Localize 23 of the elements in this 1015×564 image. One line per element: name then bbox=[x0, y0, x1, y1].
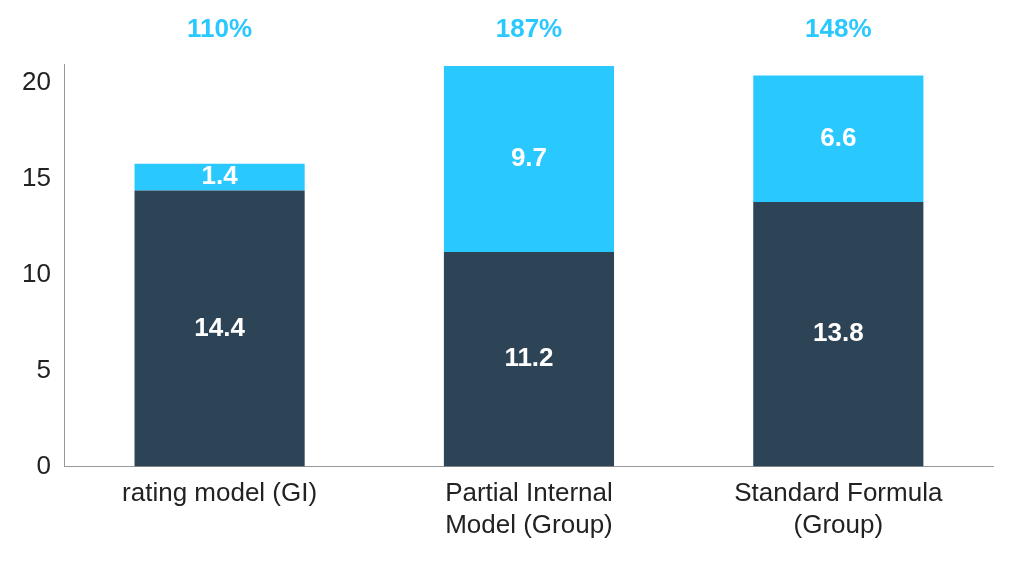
data-label: 9.7 bbox=[510, 142, 548, 173]
bar bbox=[134, 190, 305, 467]
x-tick-label: rating model (GI) bbox=[122, 477, 318, 508]
y-tick-label: 0 bbox=[36, 449, 51, 480]
bar bbox=[134, 163, 305, 191]
x-tick-label: Partial Internal Model (Group) bbox=[445, 477, 613, 539]
text: 110% bbox=[187, 13, 253, 44]
x-tick-label: Standard Formula (Group) bbox=[734, 477, 943, 539]
data-label: 11.2 bbox=[504, 342, 554, 373]
text: 148% bbox=[805, 13, 872, 44]
data-label: 13.8 bbox=[813, 317, 864, 348]
y-tick-label: 20 bbox=[22, 66, 51, 97]
data-label: 6.6 bbox=[820, 121, 857, 152]
y-tick-label: 5 bbox=[36, 353, 51, 384]
data-label: 14.4 bbox=[194, 311, 246, 342]
y-tick-label: 15 bbox=[22, 162, 51, 193]
y-tick-label: 10 bbox=[22, 258, 51, 289]
bar bbox=[753, 75, 924, 203]
bar bbox=[443, 65, 615, 252]
bar bbox=[443, 251, 615, 467]
text: 187% bbox=[495, 13, 563, 44]
data-label: 1.4 bbox=[201, 160, 239, 191]
bar bbox=[753, 202, 924, 467]
